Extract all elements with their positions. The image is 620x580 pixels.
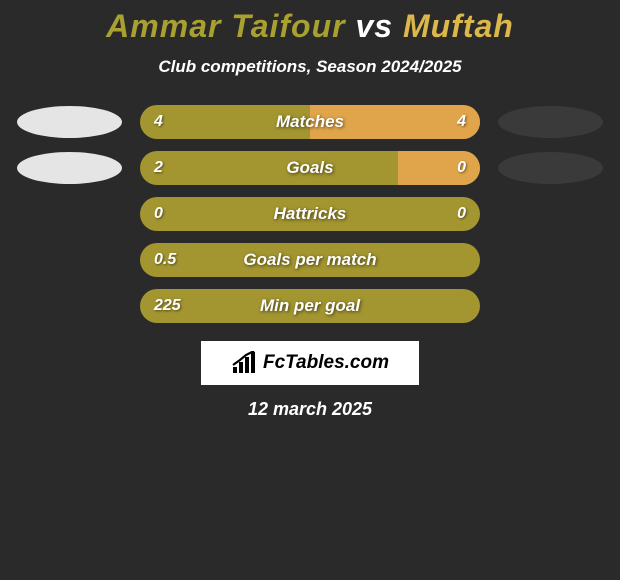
comparison-widget: Ammar Taifour vs Muftah Club competition… [0, 0, 620, 420]
left-ellipse [17, 152, 122, 184]
stat-row: 4 Matches 4 [0, 105, 620, 139]
stat-label: Min per goal [260, 296, 360, 316]
stat-label: Matches [276, 112, 344, 132]
subtitle-text: Club competitions, Season 2024/2025 [0, 57, 620, 77]
stat-bar: 225 Min per goal [140, 289, 480, 323]
stat-label: Goals [286, 158, 333, 178]
player2-name: Muftah [403, 8, 514, 44]
stat-right-value: 0 [457, 205, 466, 223]
right-ellipse [498, 152, 603, 184]
stat-left-value: 4 [154, 113, 163, 131]
stat-label: Hattricks [274, 204, 347, 224]
player1-name: Ammar Taifour [106, 8, 345, 44]
bar-fill-right [398, 151, 480, 185]
stat-left-value: 2 [154, 159, 163, 177]
vs-text: vs [346, 8, 403, 44]
ellipse-placeholder [17, 244, 122, 276]
date-text: 12 march 2025 [0, 399, 620, 420]
stat-left-value: 225 [154, 297, 181, 315]
stat-label: Goals per match [243, 250, 376, 270]
stat-row: 2 Goals 0 [0, 151, 620, 185]
left-ellipse [17, 106, 122, 138]
stat-row: 225 Min per goal [0, 289, 620, 323]
stat-row: 0.5 Goals per match [0, 243, 620, 277]
brand-inner: FcTables.com [231, 351, 389, 375]
stat-bar: 4 Matches 4 [140, 105, 480, 139]
stats-area: 4 Matches 4 2 Goals 0 0 Hattricks 0 0.5 Goals per … [0, 105, 620, 323]
stat-row: 0 Hattricks 0 [0, 197, 620, 231]
stat-left-value: 0.5 [154, 251, 176, 269]
stat-bar: 2 Goals 0 [140, 151, 480, 185]
ellipse-placeholder [498, 244, 603, 276]
brand-chart-icon [231, 351, 259, 375]
ellipse-placeholder [498, 198, 603, 230]
right-ellipse [498, 106, 603, 138]
stat-bar: 0.5 Goals per match [140, 243, 480, 277]
ellipse-placeholder [17, 198, 122, 230]
stat-bar: 0 Hattricks 0 [140, 197, 480, 231]
brand-label: FcTables.com [263, 352, 389, 374]
ellipse-placeholder [498, 290, 603, 322]
stat-right-value: 4 [457, 113, 466, 131]
title-heading: Ammar Taifour vs Muftah [0, 8, 620, 45]
stat-left-value: 0 [154, 205, 163, 223]
stat-right-value: 0 [457, 159, 466, 177]
ellipse-placeholder [17, 290, 122, 322]
brand-box: FcTables.com [201, 341, 419, 385]
